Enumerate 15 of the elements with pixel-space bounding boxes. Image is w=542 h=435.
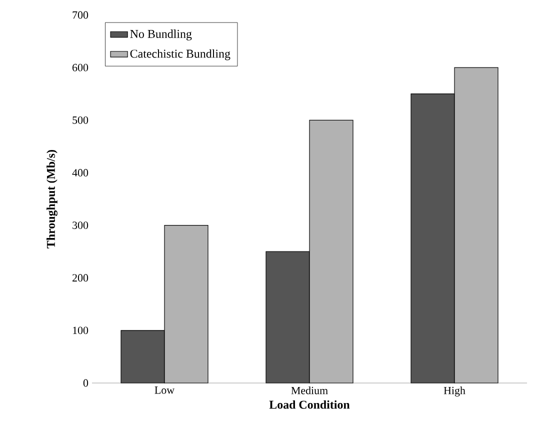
y-tick-label: 0 bbox=[83, 379, 88, 387]
y-tick-label: 300 bbox=[72, 222, 88, 229]
x-axis-title: Load Condition bbox=[269, 400, 350, 409]
y-tick-label: 700 bbox=[72, 11, 88, 19]
x-tick-label: Low bbox=[154, 386, 174, 394]
legend-label: No Bundling bbox=[130, 30, 192, 40]
y-axis-title: Throughput (Mb/s) bbox=[46, 150, 58, 248]
y-tick-label: 100 bbox=[73, 326, 88, 334]
y-tick-label: 400 bbox=[72, 169, 88, 176]
y-tick-label: 500 bbox=[72, 116, 88, 124]
x-tick-label: Medium bbox=[291, 386, 328, 394]
x-tick-label: High bbox=[444, 386, 466, 396]
y-tick-label: 600 bbox=[72, 64, 88, 72]
legend-label: Catechistic Bundling bbox=[130, 49, 230, 60]
y-tick-label: 200 bbox=[72, 274, 88, 282]
